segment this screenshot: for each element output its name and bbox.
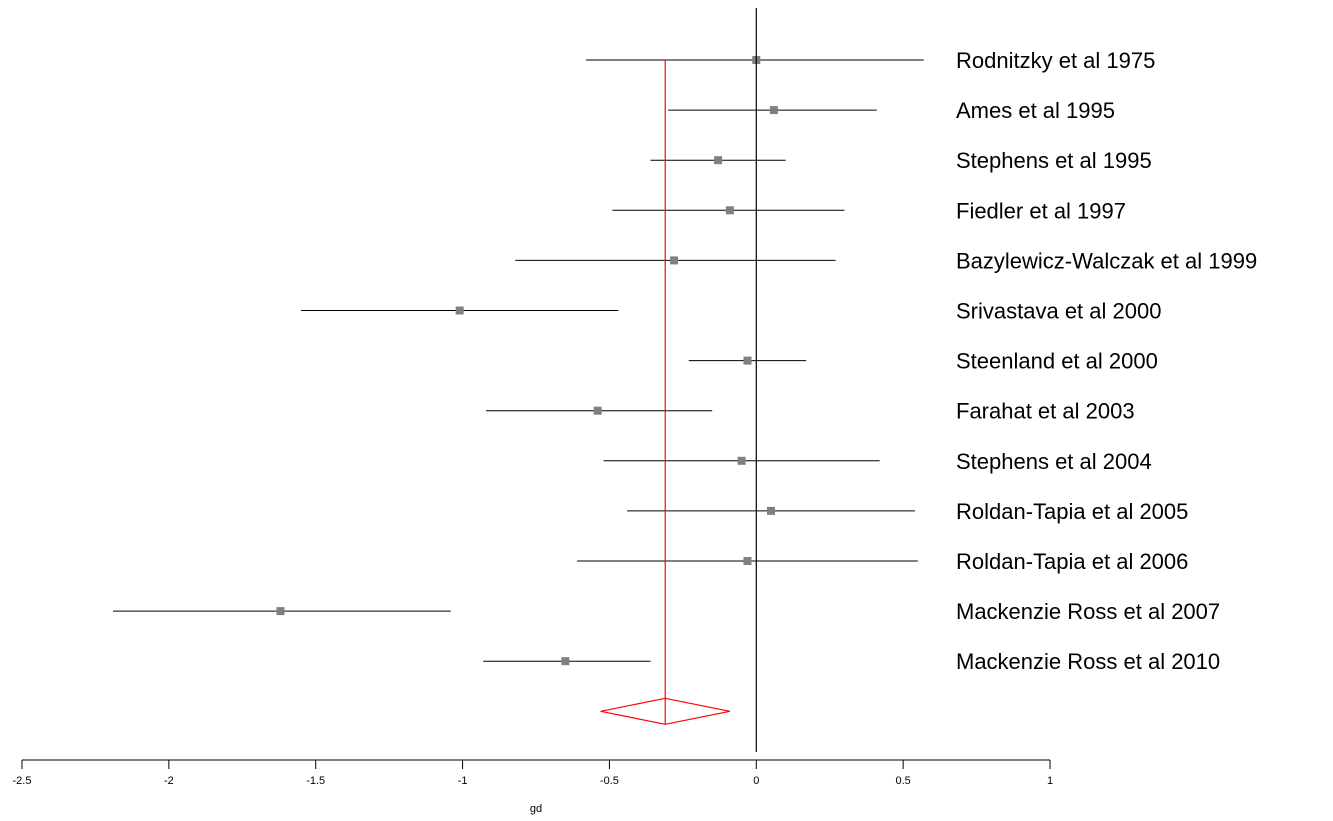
x-tick-label: -1.5 — [306, 775, 325, 787]
x-axis: gd -2.5 -2 -1.5 -1 -0.5 0 0.5 1 — [13, 759, 1053, 815]
x-tick-label: 0 — [753, 775, 759, 787]
x-tick-label: -0.5 — [600, 775, 619, 787]
reference-lines — [664, 8, 757, 752]
x-tick-label: 0.5 — [895, 775, 910, 787]
study-point-estimate — [276, 607, 285, 616]
pooled-diamond — [600, 697, 730, 725]
study-point-estimate — [737, 456, 746, 465]
study-label: Rodnitzky et al 1975 — [956, 48, 1155, 73]
study-label: Roldan-Tapia et al 2005 — [956, 499, 1188, 524]
study-label: Farahat et al 2003 — [956, 399, 1135, 424]
study-label: Steenland et al 2000 — [956, 349, 1158, 374]
study-label: Bazylewicz-Walczak et al 1999 — [956, 248, 1257, 273]
study-point-estimate — [561, 657, 570, 666]
study-point-estimate — [714, 156, 723, 165]
x-tick-label: -1 — [458, 775, 468, 787]
study-point-estimate — [743, 356, 752, 365]
study-label: Mackenzie Ross et al 2007 — [956, 599, 1220, 624]
study-labels: Rodnitzky et al 1975 Ames et al 1995 Steph… — [956, 48, 1257, 674]
study-point-estimate — [670, 256, 679, 265]
x-axis-label: gd — [530, 803, 542, 815]
study-point-estimate — [766, 506, 775, 515]
x-tick-label: -2 — [164, 775, 174, 787]
study-label: Ames et al 1995 — [956, 98, 1115, 123]
study-label: Stephens et al 1995 — [956, 148, 1152, 173]
study-point-estimate — [593, 406, 602, 415]
study-label: Mackenzie Ross et al 2010 — [956, 649, 1220, 674]
x-tick-label: 1 — [1047, 775, 1053, 787]
confidence-intervals — [113, 59, 924, 662]
x-tick-label: -2.5 — [13, 775, 32, 787]
pooled-estimate — [600, 697, 730, 725]
study-label: Roldan-Tapia et al 2006 — [956, 549, 1188, 574]
study-label: Stephens et al 2004 — [956, 449, 1152, 474]
study-point-estimate — [743, 557, 752, 565]
study-label: Srivastava et al 2000 — [956, 299, 1161, 324]
study-point-estimate — [769, 106, 778, 115]
study-label: Fiedler et al 1997 — [956, 198, 1126, 223]
study-point-estimate — [455, 306, 464, 315]
study-point-estimate — [725, 206, 734, 215]
